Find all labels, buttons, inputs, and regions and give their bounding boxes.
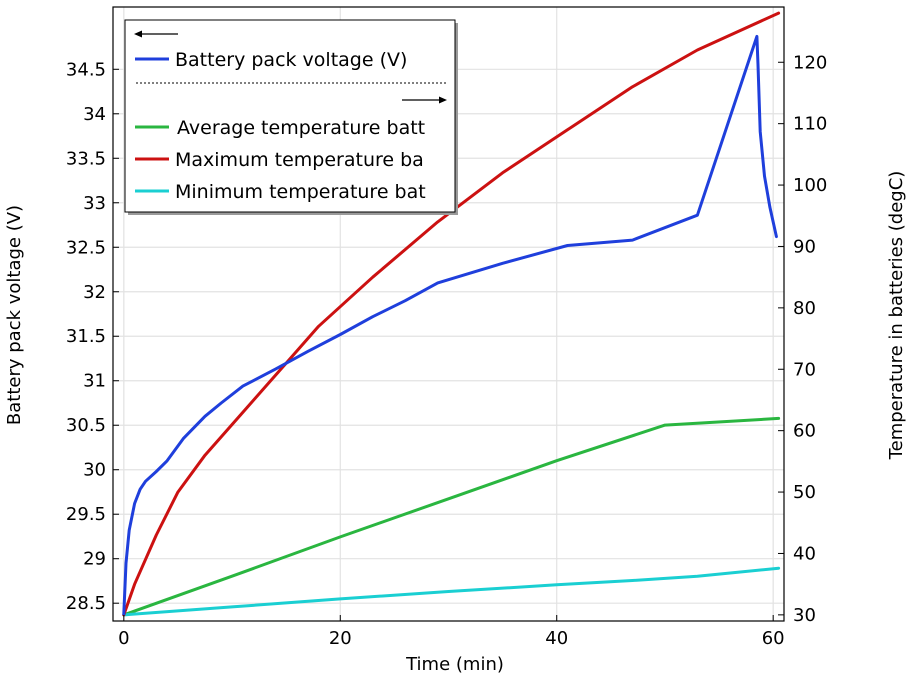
right-tick-label: 120 <box>793 52 827 73</box>
x-tick-label: 20 <box>329 628 352 649</box>
legend-label-right-0: Average temperature batt <box>177 117 425 139</box>
legend-contents: Battery pack voltage (V) Average temperat… <box>134 30 447 203</box>
plot-border <box>112 6 785 622</box>
right-tick-label: 60 <box>793 421 816 442</box>
x-axis-ticks: 0 20 40 60 <box>118 615 785 649</box>
left-axis-ticks: 28.5 29 29.5 30 30.5 31 31.5 32 32.5 33 33.5 34 34.5 <box>66 59 119 614</box>
left-tick-label: 31 <box>83 371 106 392</box>
left-tick-label: 31.5 <box>66 326 106 347</box>
right-tick-label: 100 <box>793 175 827 196</box>
right-axis-ticks: 30 40 50 60 70 80 90 100 110 120 <box>778 52 827 626</box>
y2-axis-label: Temperature in batteries (degC) <box>886 171 907 461</box>
left-tick-label: 32.5 <box>66 237 106 258</box>
right-tick-label: 90 <box>793 236 816 257</box>
left-tick-label: 29 <box>83 549 106 570</box>
series-line-2 <box>122 416 781 617</box>
y-axis-label: Battery pack voltage (V) <box>4 205 25 425</box>
right-tick-label: 40 <box>793 543 816 564</box>
legend-label-right-2: Minimum temperature bat <box>175 181 426 203</box>
right-tick-label: 30 <box>793 605 816 626</box>
series-line-1 <box>122 11 781 617</box>
x-axis-label: Time (min) <box>405 654 504 675</box>
legend-label-right-1: Maximum temperature ba <box>175 149 424 171</box>
left-tick-label: 34.5 <box>66 59 106 80</box>
x-tick-label: 60 <box>762 628 785 649</box>
right-tick-label: 50 <box>793 482 816 503</box>
series-line-3 <box>122 566 781 617</box>
left-tick-label: 33.5 <box>66 148 106 169</box>
legend: Battery pack voltage (V) Average temperat… <box>124 19 458 215</box>
left-tick-label: 30.5 <box>66 415 106 436</box>
left-tick-label: 28.5 <box>66 593 106 614</box>
left-tick-label: 29.5 <box>66 504 106 525</box>
right-tick-label: 80 <box>793 298 816 319</box>
right-axis-arrowhead-icon <box>439 96 447 104</box>
x-tick-label: 40 <box>545 628 568 649</box>
left-tick-label: 33 <box>83 193 106 214</box>
left-axis-arrowhead-icon <box>134 30 142 38</box>
left-tick-label: 30 <box>83 460 106 481</box>
left-tick-label: 34 <box>83 104 106 125</box>
right-tick-label: 70 <box>793 359 816 380</box>
right-tick-label: 110 <box>793 114 827 135</box>
x-tick-label: 0 <box>118 628 129 649</box>
series-line-0 <box>122 34 778 616</box>
plot-frame <box>112 6 785 622</box>
series-lines <box>122 11 781 617</box>
left-tick-label: 32 <box>83 282 106 303</box>
legend-label-left-0: Battery pack voltage (V) <box>175 49 407 71</box>
legend-box <box>124 19 456 213</box>
